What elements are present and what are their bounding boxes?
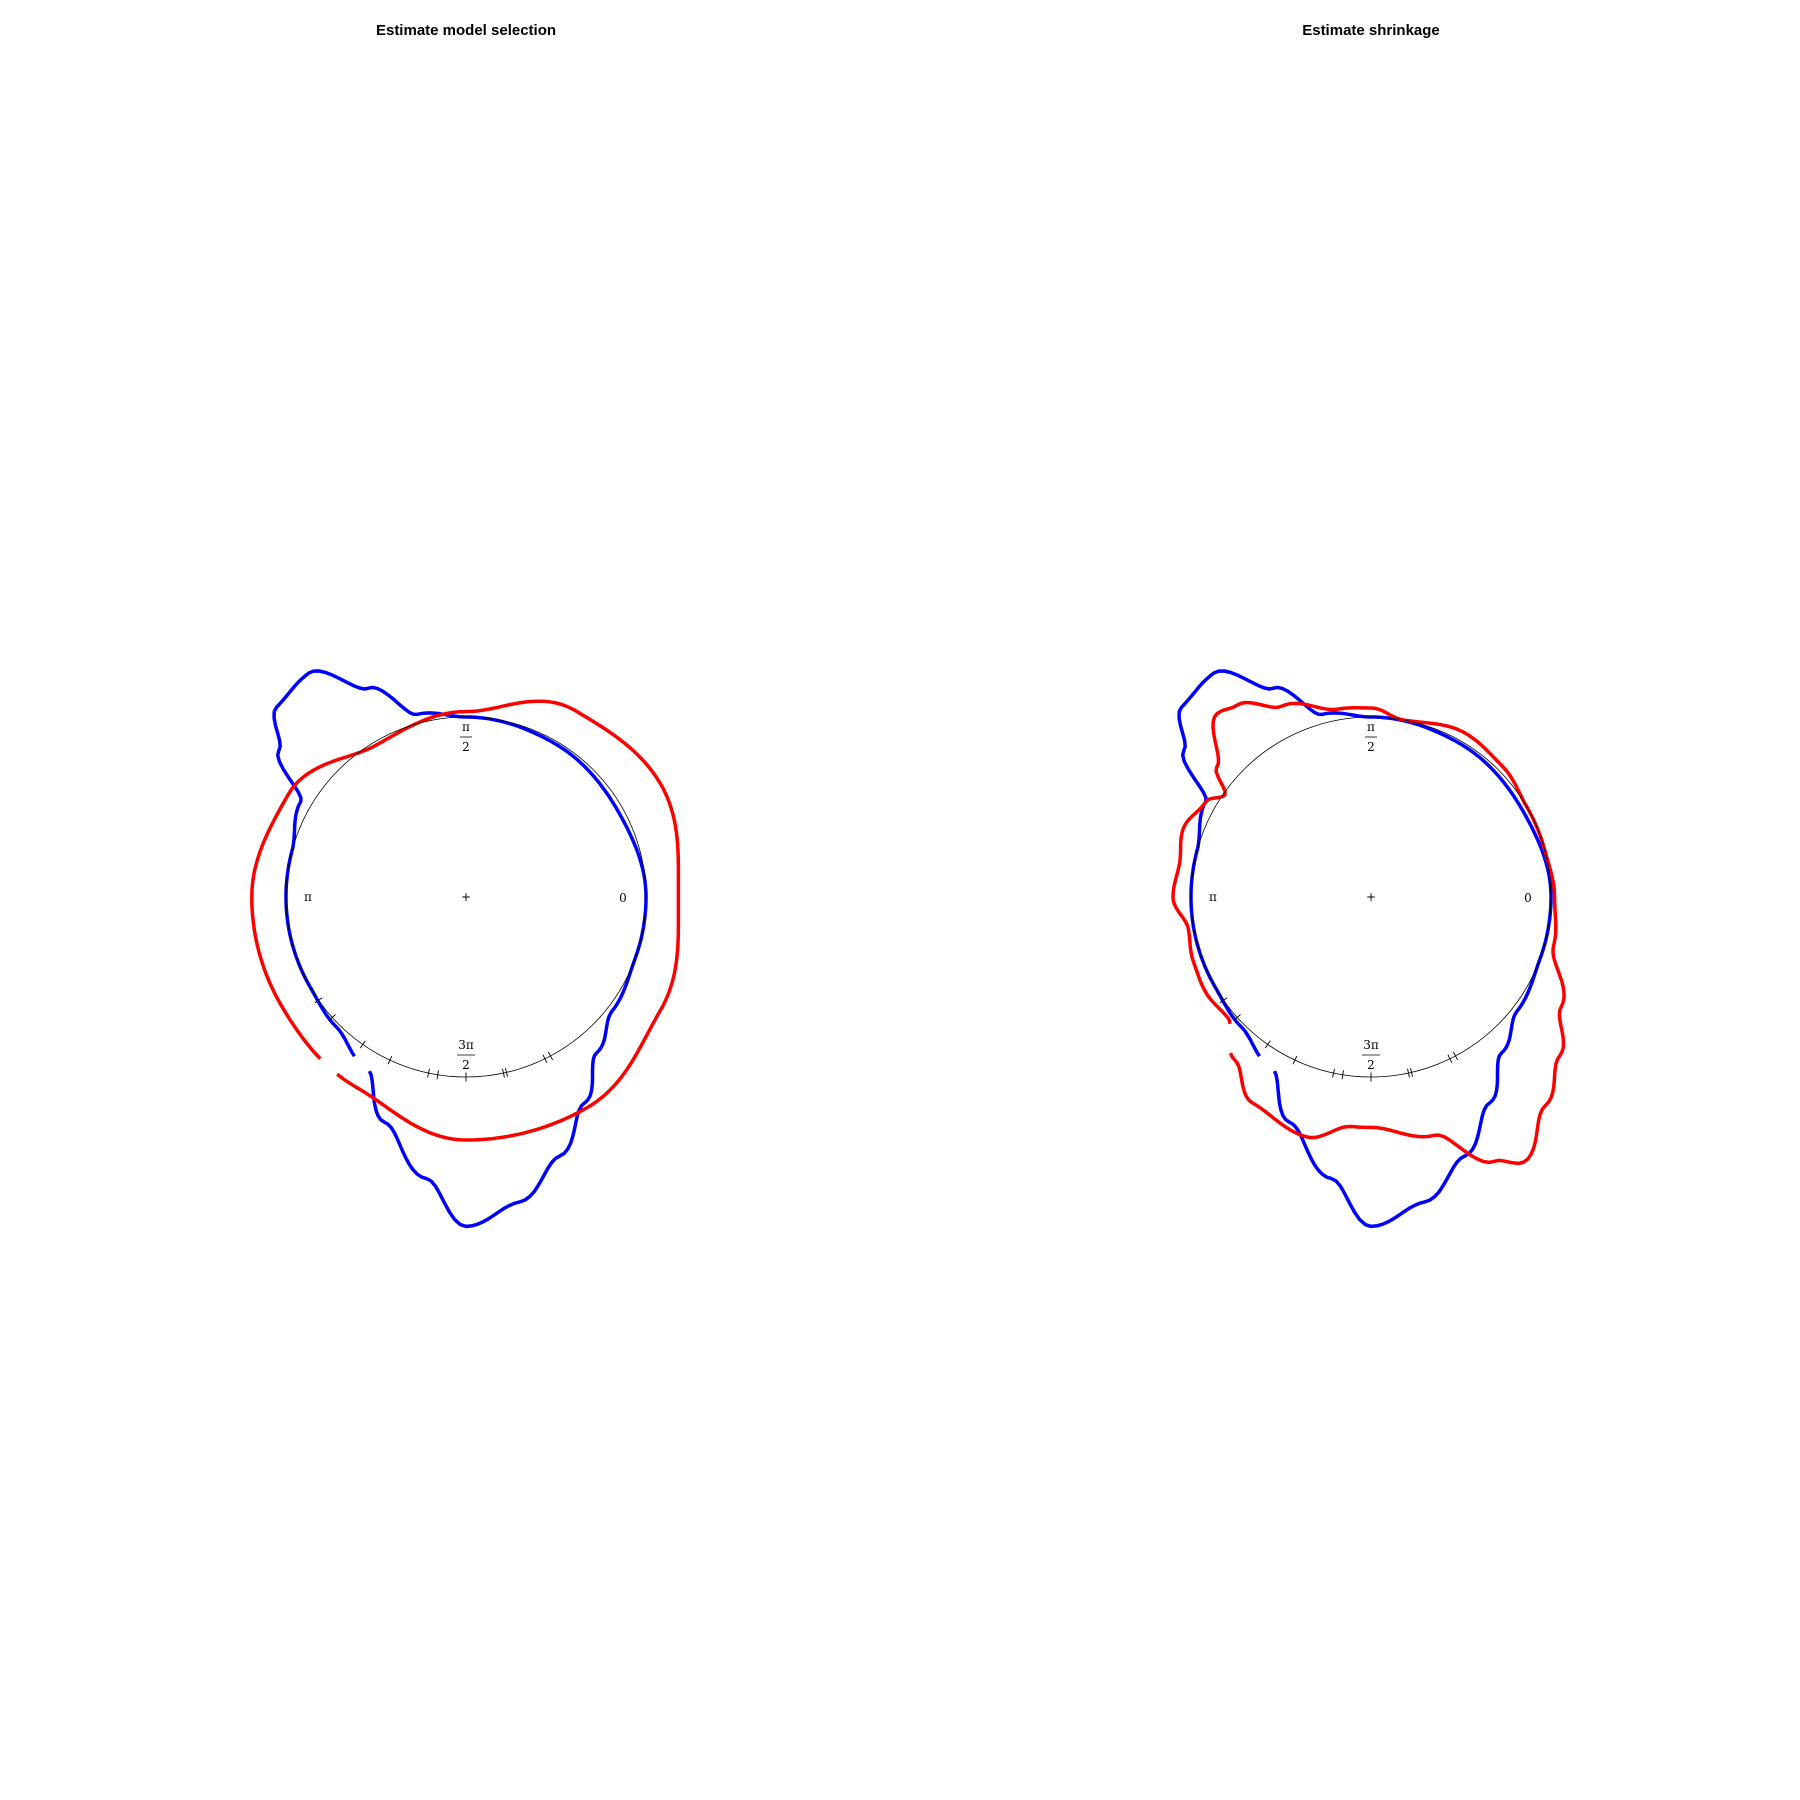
angle-label-zero: 0 bbox=[619, 891, 627, 905]
series-2-line bbox=[250, 699, 681, 1142]
angle-label-half-pi-denominator: 2 bbox=[1367, 740, 1375, 754]
angle-label-three-half-pi-numerator: 3π bbox=[1363, 1038, 1379, 1052]
angle-label-pi: π bbox=[1209, 890, 1217, 904]
rug-tick bbox=[1264, 1040, 1271, 1049]
angle-label-half-pi-numerator: π bbox=[1367, 720, 1375, 734]
angle-label-half-pi-denominator: 2 bbox=[462, 740, 470, 754]
rug-tick bbox=[1410, 1067, 1413, 1077]
center-mark: + bbox=[1366, 890, 1376, 904]
series-1-line bbox=[1177, 669, 1553, 1229]
rug-tick bbox=[1453, 1051, 1458, 1061]
rug-tick bbox=[359, 1040, 366, 1049]
rug-tick bbox=[1341, 1070, 1344, 1080]
series-1-line bbox=[272, 669, 648, 1229]
angle-label-half-pi-numerator: π bbox=[462, 720, 470, 734]
rug-tick bbox=[328, 1014, 336, 1021]
angle-label-zero: 0 bbox=[1524, 891, 1532, 905]
rug-tick bbox=[427, 1068, 430, 1078]
rug-tick bbox=[1407, 1068, 1410, 1078]
rug-layer bbox=[314, 997, 553, 1082]
series-layer bbox=[1171, 669, 1566, 1229]
center-mark: + bbox=[461, 890, 471, 904]
angle-label-three-half-pi-denominator: 2 bbox=[462, 1058, 470, 1072]
rug-tick bbox=[1292, 1055, 1298, 1065]
angle-label-three-half-pi-numerator: 3π bbox=[458, 1038, 474, 1052]
rug-layer bbox=[1219, 997, 1458, 1082]
rug-tick bbox=[542, 1054, 548, 1063]
series-layer bbox=[250, 669, 681, 1229]
panel-model-selection: Estimate model selection 0 π π 2 3π 2 + bbox=[250, 22, 681, 1229]
rug-tick bbox=[1332, 1068, 1335, 1078]
rug-tick bbox=[387, 1055, 393, 1065]
rug-tick bbox=[505, 1067, 508, 1077]
panel-shrinkage: Estimate shrinkage 0 π π 2 3π 2 + bbox=[1171, 22, 1566, 1229]
rug-tick bbox=[548, 1051, 553, 1061]
chart-title: Estimate model selection bbox=[376, 22, 556, 39]
chart-title: Estimate shrinkage bbox=[1302, 22, 1440, 39]
series-2-line bbox=[1171, 700, 1566, 1166]
rug-tick bbox=[502, 1068, 505, 1078]
rug-tick bbox=[314, 997, 323, 1004]
angle-label-pi: π bbox=[304, 890, 312, 904]
rug-tick bbox=[1447, 1054, 1453, 1063]
rug-tick bbox=[1219, 997, 1228, 1004]
rug-tick bbox=[436, 1070, 439, 1080]
rug-tick bbox=[1233, 1014, 1241, 1021]
angle-label-three-half-pi-denominator: 2 bbox=[1367, 1058, 1375, 1072]
